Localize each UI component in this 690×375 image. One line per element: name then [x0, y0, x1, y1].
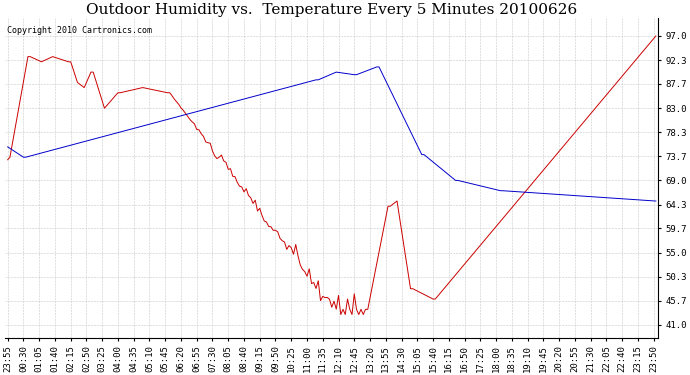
Text: Copyright 2010 Cartronics.com: Copyright 2010 Cartronics.com [8, 26, 152, 35]
Title: Outdoor Humidity vs.  Temperature Every 5 Minutes 20100626: Outdoor Humidity vs. Temperature Every 5… [86, 3, 578, 17]
